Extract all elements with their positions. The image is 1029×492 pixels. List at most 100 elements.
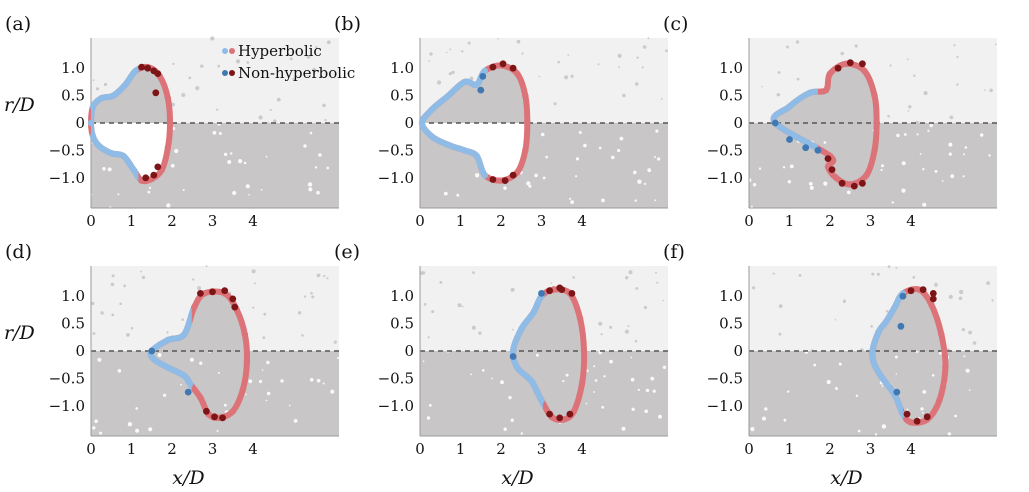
x-tick-label: 3 [208,440,218,458]
hyperbolic-point [428,133,436,140]
speckle-dot [322,382,325,385]
speckle-dot [622,93,626,98]
speckle-dot [894,355,898,359]
speckle-dot [641,66,644,69]
hyperbolic-point [861,67,868,75]
speckle-dot [653,156,656,158]
hyperbolic-point [524,119,531,127]
speckle-dot [166,203,171,208]
speckle-dot [123,284,126,288]
speckle-dot [457,303,462,308]
y-tick-label: 0.5 [61,87,85,105]
speckle-dot [968,389,971,391]
speckle-dot [461,50,464,53]
y-axis-title: r/D [4,94,35,116]
speckle-dot [309,378,314,382]
speckle-dot [437,80,442,85]
speckle-dot [947,432,952,436]
gray-region-bubble [872,289,946,423]
speckle-dot [265,399,268,402]
non-hyperbolic-point [814,147,822,154]
non-hyperbolic-point [824,155,832,163]
speckle-dot [934,282,938,287]
x-tick-label: 0 [415,440,425,458]
y-tick-label: 0.5 [390,315,414,333]
speckle-dot [330,389,335,394]
speckle-dot [216,430,219,432]
speckle-dot [915,120,920,125]
speckle-dot [761,85,763,88]
speckle-dot [246,61,250,64]
speckle-dot [276,97,281,102]
speckle-dot [600,333,603,336]
speckle-dot [318,153,322,157]
speckle-dot [878,343,881,345]
speckle-dot [451,70,455,75]
non-hyperbolic-point [771,119,779,127]
x-axis-title: x/D [172,467,204,489]
speckle-dot [315,46,318,49]
speckle-dot [931,374,935,377]
speckle-dot [764,407,768,411]
speckle-dot [170,163,175,168]
speckle-dot [478,113,483,118]
speckle-dot [603,375,606,378]
speckle-dot [988,154,991,157]
y-tick-label: −1.0 [378,397,414,415]
speckle-dot [139,146,142,149]
hyperbolic-point [907,419,915,426]
y-tick-label: 1.0 [719,59,743,77]
speckle-dot [972,341,977,345]
speckle-dot [901,188,906,193]
panel-label: (c) [663,13,688,35]
speckle-dot [948,152,952,156]
non-hyperbolic-point [477,86,485,94]
x-tick-label: 4 [577,212,587,230]
hyperbolic-point [871,92,878,99]
speckle-dot [510,418,514,422]
speckle-dot [307,182,313,187]
speckle-dot [609,325,613,329]
y-axis-title: r/D [4,322,35,344]
speckle-dot [470,373,473,376]
speckle-dot [625,276,629,280]
speckle-dot [212,130,217,135]
speckle-dot [630,356,633,359]
speckle-dot [891,201,894,204]
speckle-dot [569,197,572,200]
non-hyperbolic-point [184,388,192,396]
hyperbolic-point [239,386,247,393]
hyperbolic-point [871,361,878,368]
hyperbolic-point [576,314,584,322]
speckle-dot [245,184,250,189]
speckle-dot [654,199,657,202]
speckle-dot [439,281,443,284]
speckle-dot [956,55,959,59]
speckle-dot [834,104,837,107]
hyperbolic-point [832,174,840,181]
speckle-dot [941,180,944,182]
speckle-dot [887,114,890,118]
speckle-dot [512,328,514,331]
hyperbolic-point [164,364,172,371]
y-tick-label: −0.5 [707,369,743,387]
speckle-dot [662,299,664,302]
non-hyperbolic-point [538,290,545,297]
speckle-dot [611,155,615,160]
speckle-dot [516,39,521,44]
hyperbolic-point [164,144,172,151]
speckle-dot [772,272,775,275]
speckle-dot [248,194,250,196]
speckle-dot [593,365,596,368]
speckle-dot [934,169,938,173]
speckle-dot [609,359,613,364]
non-hyperbolic-point [903,410,911,418]
speckle-dot [227,160,232,164]
speckle-dot [140,159,143,163]
speckle-dot [474,173,480,178]
speckle-dot [135,428,140,433]
x-tick-label: 1 [456,212,466,230]
speckle-dot [657,157,661,161]
speckle-dot [881,164,884,168]
speckle-dot [922,390,927,394]
